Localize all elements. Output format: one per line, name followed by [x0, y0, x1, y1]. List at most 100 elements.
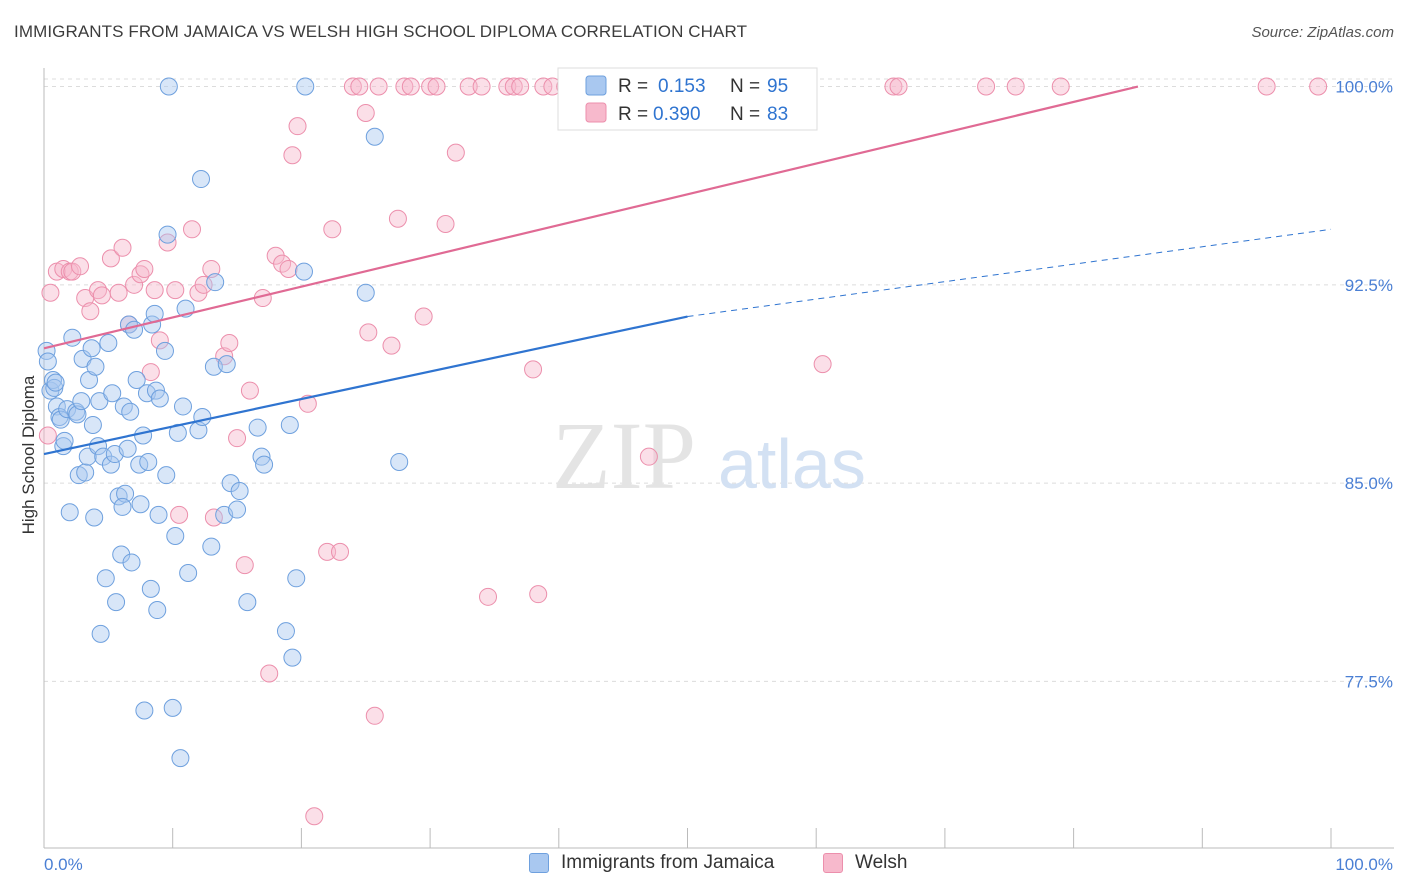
welsh-point [395, 77, 414, 96]
welsh-point [401, 77, 420, 96]
jamaica-point [99, 333, 118, 352]
welsh-point [113, 238, 132, 257]
legend-swatch-jamaica [529, 853, 549, 873]
y-tick-label: 77.5% [1345, 672, 1393, 691]
welsh-point [158, 233, 177, 252]
welsh-point [305, 807, 324, 826]
jamaica-point [193, 408, 212, 427]
jamaica-point [83, 415, 102, 434]
watermark-atlas: atlas [718, 425, 866, 503]
jamaica-point [255, 455, 274, 474]
jamaica-point [118, 439, 137, 458]
welsh-points [38, 77, 1328, 826]
legend-label-jamaica: Immigrants from Jamaica [561, 852, 775, 873]
y-axis-label: High School Diploma [19, 375, 38, 534]
correlation-legend: R = 0.153 N = 95 R = 0.390 N = 83 [557, 67, 818, 131]
welsh-point [101, 249, 120, 268]
welsh-point [71, 257, 90, 276]
jamaica-point [125, 320, 144, 339]
jamaica-point [365, 127, 384, 146]
source-credit: Source: ZipAtlas.com [1251, 24, 1394, 41]
welsh-point [977, 77, 996, 96]
welsh-point [323, 220, 342, 239]
jamaica-point [91, 624, 110, 643]
welsh-point [150, 331, 169, 350]
welsh-point [170, 505, 189, 524]
legend-n-value-2: 83 [767, 104, 788, 125]
jamaica-point [158, 225, 177, 244]
jamaica-point [85, 508, 104, 527]
jamaica-point [206, 273, 225, 292]
jamaica-point [76, 463, 95, 482]
welsh-point [534, 77, 553, 96]
legend-swatch-pink [585, 102, 607, 123]
grid-lines [44, 78, 1394, 682]
legend-n-value-1: 95 [767, 76, 788, 97]
watermark-zip: ZIP [552, 402, 696, 509]
x-tick-labels: 0.0% 100.0% [44, 855, 1393, 874]
jamaica-point [276, 622, 295, 641]
legend-item-jamaica: Immigrants from Jamaica [529, 852, 774, 874]
jamaica-point [163, 698, 182, 717]
welsh-point [813, 355, 832, 374]
welsh-point [125, 275, 144, 294]
welsh-point [228, 429, 247, 448]
welsh-point [331, 542, 350, 561]
jamaica-point [141, 579, 160, 598]
welsh-point [472, 77, 491, 96]
welsh-point [183, 220, 202, 239]
jamaica-trend-extension [687, 228, 1332, 318]
trend-lines [43, 85, 1332, 456]
welsh-point [889, 77, 908, 96]
jamaica-point [121, 402, 140, 421]
welsh-point [145, 281, 164, 300]
jamaica-point [202, 537, 221, 556]
jamaica-point [122, 553, 141, 572]
welsh-point [365, 706, 384, 725]
welsh-point [421, 77, 440, 96]
welsh-point [81, 302, 100, 321]
welsh-point [436, 215, 455, 233]
jamaica-point [217, 355, 236, 374]
jamaica-point [113, 497, 132, 516]
jamaica-point [150, 389, 169, 408]
welsh-point [446, 143, 465, 162]
welsh-point [220, 333, 239, 352]
welsh-point [318, 542, 337, 561]
jamaica-point [127, 371, 146, 389]
welsh-point [109, 283, 128, 302]
jamaica-point [148, 601, 167, 620]
welsh-point [524, 360, 543, 379]
legend-item-welsh: Welsh [823, 852, 907, 874]
welsh-point [479, 587, 498, 606]
jamaica-point [103, 384, 122, 403]
jamaica-point [166, 527, 185, 545]
jamaica-point [149, 505, 168, 524]
welsh-point [1309, 77, 1328, 96]
jamaica-point [171, 749, 190, 768]
legend-swatch-blue [585, 75, 607, 96]
jamaica-point [73, 349, 92, 368]
welsh-point [92, 286, 111, 305]
welsh-point [240, 381, 259, 400]
jamaica-point [155, 341, 174, 360]
jamaica-point [228, 500, 247, 519]
welsh-point [166, 281, 185, 300]
jamaica-point [80, 371, 99, 389]
jamaica-point [86, 357, 105, 376]
legend-r-value-1: 0.153 [658, 76, 706, 97]
welsh-point [459, 77, 478, 96]
jamaica-point [101, 455, 120, 474]
welsh-point [38, 426, 57, 445]
welsh-point [141, 363, 160, 382]
x-tick-label: 0.0% [44, 855, 83, 874]
y-tick-label: 100.0% [1335, 78, 1393, 97]
welsh-point [343, 77, 362, 96]
jamaica-point [179, 564, 198, 583]
jamaica-point [139, 452, 158, 471]
welsh-point [1006, 77, 1025, 96]
jamaica-point [135, 701, 154, 720]
welsh-point [382, 336, 401, 355]
welsh-point [427, 77, 446, 96]
